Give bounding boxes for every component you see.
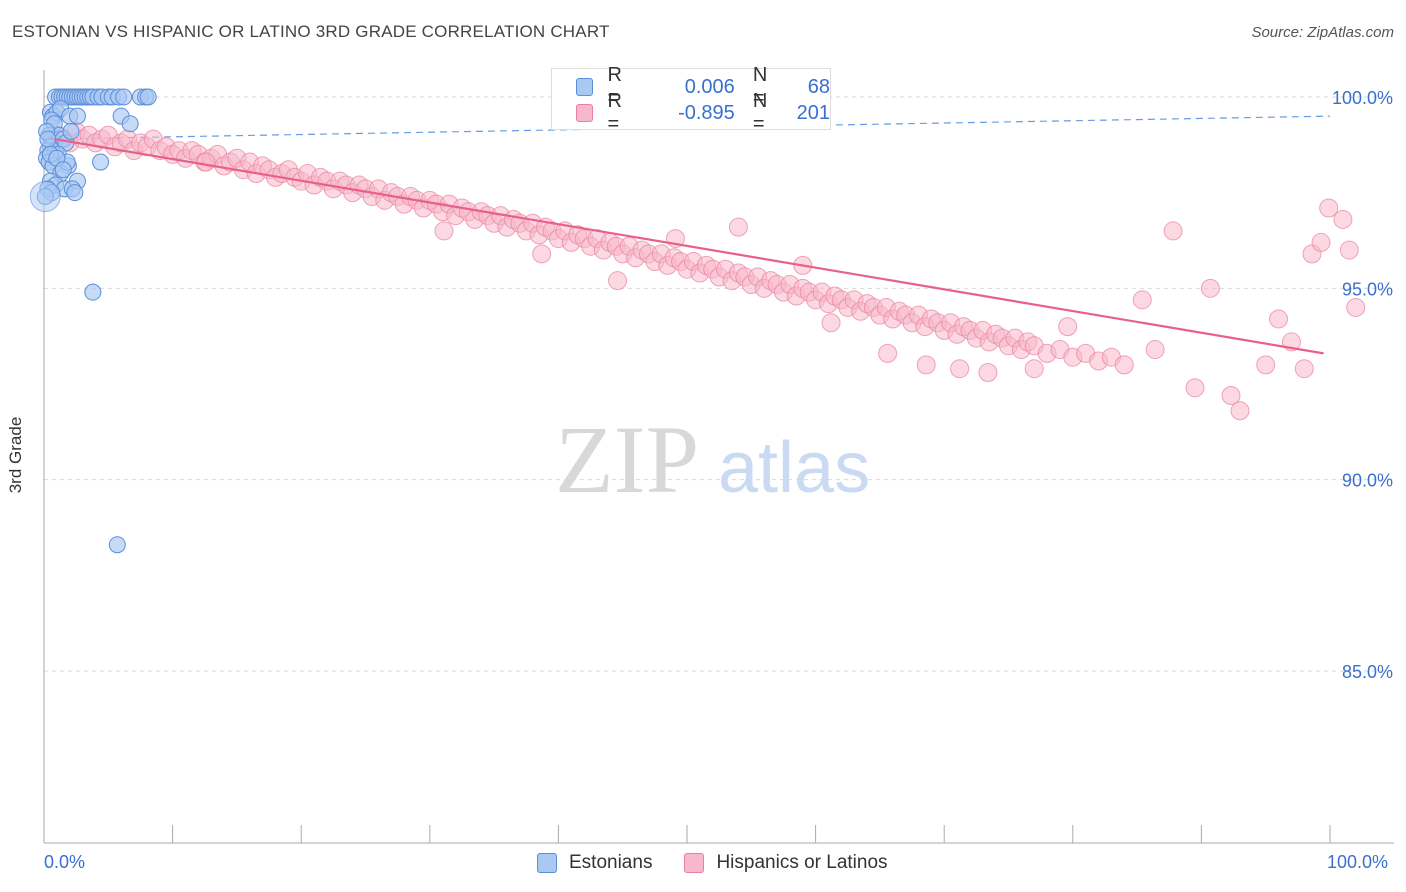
hispanic-point [1221, 385, 1241, 405]
hispanic-point [978, 363, 998, 383]
hispanic-point [1346, 297, 1366, 317]
r-value: 0.006 [684, 75, 735, 98]
estonian-trend [43, 115, 1331, 140]
estonian-swatch [576, 78, 594, 96]
hispanic-point [878, 343, 898, 363]
hispanic-point [532, 244, 552, 264]
n-value: 201 [796, 101, 830, 124]
y-tick-labels: 100.0% 95.0% 90.0% 85.0% [1332, 88, 1393, 682]
legend-label-estonians: Estonians [569, 852, 653, 873]
hispanic-point [821, 313, 841, 333]
hispanic-point [1339, 240, 1359, 260]
r-label: R = [607, 64, 622, 109]
r-value: -0.895 [678, 101, 735, 124]
hispanic-point [1132, 290, 1152, 310]
hispanic-point [434, 221, 454, 241]
hispanic-point [1200, 278, 1220, 298]
hispanic-point [950, 359, 970, 379]
hispanic-point [1185, 378, 1205, 398]
source-label: Source: ZipAtlas.com [1251, 24, 1394, 41]
x-axis-max-label: 100.0% [1327, 852, 1389, 872]
hispanic-point [1024, 359, 1044, 379]
watermark-zip: ZIP [555, 406, 699, 513]
y-axis-label: 3rd Grade [6, 416, 25, 494]
hispanic-point [608, 271, 628, 291]
hispanic-point [728, 217, 748, 237]
legend-item-estonians[interactable]: Estonians [537, 852, 652, 874]
hispanic-point [1230, 401, 1250, 421]
n-label: N = [752, 90, 768, 135]
estonian-point [68, 107, 86, 125]
x-axis-min-label: 0.0% [44, 852, 86, 872]
estonian-point [29, 180, 61, 212]
n-value: 68 [807, 75, 830, 98]
hispanic-swatch [576, 104, 594, 122]
estonian-point [54, 161, 72, 179]
hispanic-points [47, 121, 1366, 421]
estonian-point [115, 88, 133, 106]
r-label: R = [607, 90, 622, 135]
hispanic-legend-swatch [684, 853, 705, 873]
hispanic-point [1145, 340, 1165, 360]
hispanic-point [1311, 232, 1331, 252]
hispanic-point [1058, 317, 1078, 337]
estonian-point [66, 184, 84, 202]
y-tick-label: 100.0% [1332, 88, 1393, 108]
hispanic-point [1294, 359, 1314, 379]
estonian-point [139, 88, 157, 106]
series-legend: Estonians Hispanics or Latinos [537, 852, 920, 874]
hispanic-trend [54, 138, 1324, 355]
estonian-point [84, 283, 102, 301]
estonian-point [108, 536, 126, 554]
stats-row-estonians: R = 0.006 N = 68 [576, 64, 830, 109]
estonian-point [92, 153, 110, 171]
stats-legend: R = 0.006 N = 68 R = -0.895 N = 201 [551, 64, 831, 135]
estonian-point [121, 115, 139, 133]
hispanic-point [1333, 209, 1353, 229]
hispanic-point [1163, 221, 1183, 241]
estonian-points [29, 88, 157, 554]
hispanic-point [1269, 309, 1289, 329]
hispanic-point [1319, 198, 1339, 218]
estonian-trend-line [43, 115, 1331, 140]
hispanic-point [916, 355, 936, 375]
hispanic-point [1114, 355, 1134, 375]
watermark-atlas: atlas [718, 428, 870, 508]
y-tick-label: 85.0% [1342, 662, 1393, 682]
legend-label-hispanics: Hispanics or Latinos [716, 852, 888, 873]
watermark: ZIP atlas [555, 406, 870, 513]
hispanic-trend-line [54, 138, 1324, 355]
stats-row-hispanics: R = -0.895 N = 201 [576, 90, 830, 135]
estonian-point [39, 130, 57, 148]
y-tick-label: 90.0% [1342, 471, 1393, 491]
hispanic-point [1256, 355, 1276, 375]
estonian-point [62, 122, 80, 140]
legend-item-hispanics[interactable]: Hispanics or Latinos [684, 852, 888, 874]
chart-title: ESTONIAN VS HISPANIC OR LATINO 3RD GRADE… [12, 22, 610, 41]
n-label: N = [752, 64, 768, 109]
hispanic-point [196, 152, 216, 172]
estonian-legend-swatch [537, 853, 557, 873]
y-tick-label: 95.0% [1342, 279, 1393, 299]
